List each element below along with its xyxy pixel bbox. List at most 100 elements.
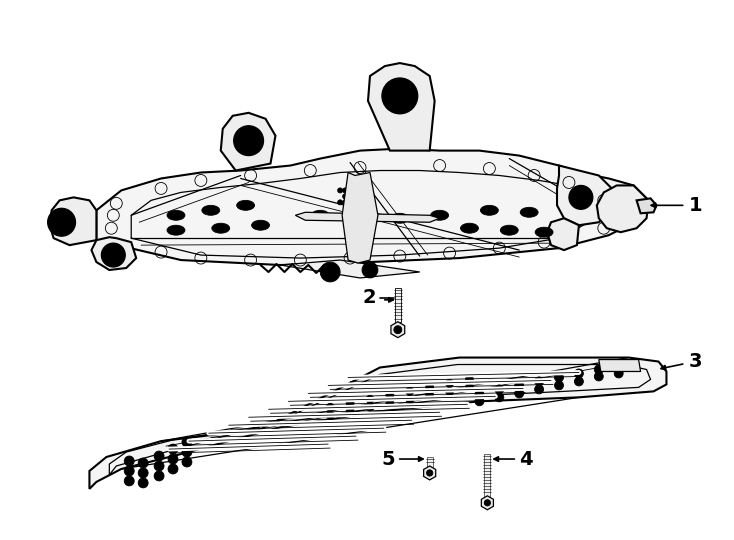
Circle shape: [554, 373, 564, 382]
Circle shape: [138, 468, 148, 478]
Circle shape: [575, 377, 584, 386]
Polygon shape: [368, 63, 435, 151]
Circle shape: [614, 363, 623, 372]
Circle shape: [124, 466, 134, 476]
Text: 5: 5: [381, 449, 395, 469]
Polygon shape: [295, 212, 440, 222]
Circle shape: [182, 437, 192, 447]
Polygon shape: [342, 172, 378, 263]
Circle shape: [346, 407, 354, 415]
Circle shape: [182, 447, 192, 457]
Circle shape: [348, 194, 352, 199]
Circle shape: [338, 200, 343, 205]
Circle shape: [484, 500, 490, 506]
Circle shape: [406, 395, 414, 403]
Circle shape: [426, 470, 433, 476]
Circle shape: [138, 458, 148, 468]
Circle shape: [475, 390, 484, 399]
Ellipse shape: [520, 207, 538, 217]
Polygon shape: [557, 166, 614, 225]
Polygon shape: [599, 360, 641, 372]
Circle shape: [154, 461, 164, 471]
Circle shape: [382, 78, 418, 114]
Ellipse shape: [431, 210, 448, 220]
Ellipse shape: [535, 227, 553, 237]
Circle shape: [320, 262, 340, 282]
Polygon shape: [50, 198, 96, 245]
Circle shape: [515, 381, 523, 390]
Circle shape: [446, 380, 454, 387]
Text: 1: 1: [651, 196, 702, 215]
Ellipse shape: [167, 225, 185, 235]
Ellipse shape: [202, 205, 219, 215]
Polygon shape: [484, 454, 490, 497]
Ellipse shape: [167, 210, 185, 220]
Polygon shape: [280, 260, 420, 278]
Polygon shape: [391, 322, 404, 338]
Ellipse shape: [212, 223, 230, 233]
Circle shape: [465, 383, 473, 392]
Circle shape: [465, 375, 473, 383]
Circle shape: [495, 393, 504, 402]
Circle shape: [614, 369, 623, 378]
Ellipse shape: [236, 200, 255, 210]
Circle shape: [343, 188, 348, 193]
Polygon shape: [482, 496, 493, 510]
Polygon shape: [426, 457, 432, 467]
Circle shape: [343, 194, 348, 199]
Circle shape: [366, 403, 374, 411]
Text: 3: 3: [661, 352, 702, 371]
Circle shape: [182, 457, 192, 467]
Circle shape: [446, 387, 454, 395]
Circle shape: [515, 389, 523, 398]
Circle shape: [362, 262, 378, 278]
Circle shape: [366, 395, 374, 403]
Circle shape: [554, 381, 564, 390]
Ellipse shape: [460, 223, 479, 233]
Polygon shape: [424, 466, 436, 480]
Polygon shape: [597, 185, 649, 232]
Ellipse shape: [351, 213, 369, 223]
Polygon shape: [636, 198, 656, 213]
Circle shape: [326, 403, 334, 411]
Circle shape: [534, 385, 544, 394]
Circle shape: [575, 369, 584, 378]
Circle shape: [168, 454, 178, 464]
Circle shape: [124, 476, 134, 486]
Circle shape: [168, 464, 178, 474]
Circle shape: [154, 451, 164, 461]
Circle shape: [534, 377, 544, 386]
Ellipse shape: [252, 220, 269, 230]
Circle shape: [348, 188, 352, 193]
Circle shape: [326, 411, 334, 419]
Circle shape: [138, 478, 148, 488]
Ellipse shape: [501, 225, 518, 235]
Circle shape: [48, 208, 76, 236]
Circle shape: [386, 392, 394, 400]
Polygon shape: [96, 148, 649, 265]
Circle shape: [154, 471, 164, 481]
Circle shape: [168, 444, 178, 454]
Polygon shape: [221, 113, 275, 171]
Circle shape: [475, 397, 484, 406]
Ellipse shape: [391, 213, 409, 223]
Text: 4: 4: [519, 449, 533, 469]
Circle shape: [569, 185, 593, 210]
Circle shape: [343, 200, 348, 205]
Ellipse shape: [481, 205, 498, 215]
Circle shape: [595, 372, 603, 381]
Circle shape: [394, 326, 401, 334]
Circle shape: [338, 188, 343, 193]
Circle shape: [426, 383, 434, 392]
Ellipse shape: [311, 210, 329, 220]
Polygon shape: [90, 357, 666, 489]
Polygon shape: [92, 237, 137, 270]
Circle shape: [346, 400, 354, 407]
Circle shape: [124, 456, 134, 466]
Polygon shape: [395, 288, 401, 322]
Circle shape: [386, 400, 394, 407]
Circle shape: [406, 387, 414, 395]
Circle shape: [101, 243, 126, 267]
Polygon shape: [547, 218, 579, 250]
Circle shape: [233, 126, 264, 156]
